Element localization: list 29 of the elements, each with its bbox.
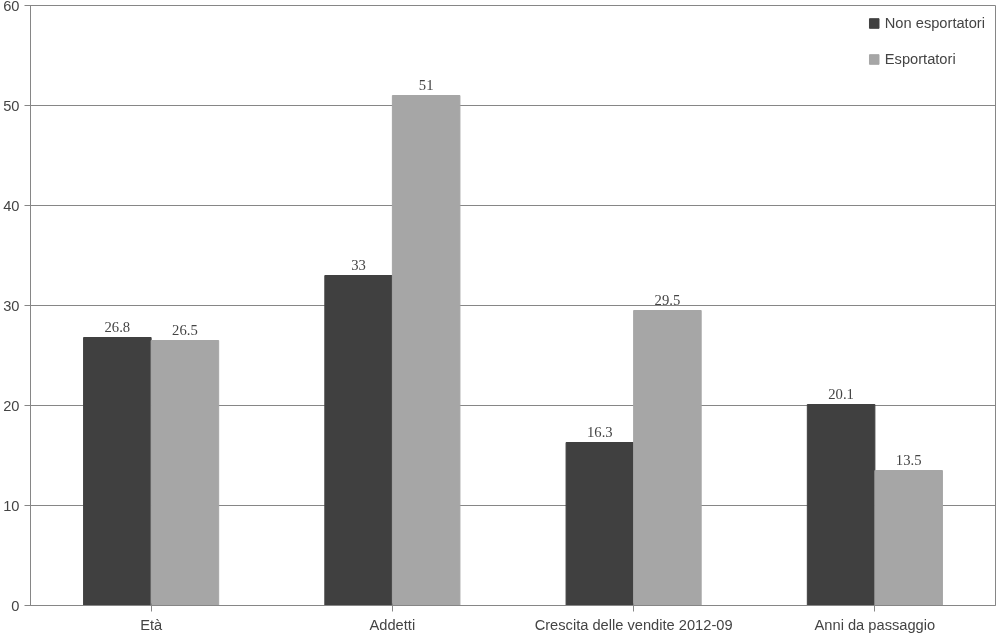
x-tick-label: Crescita delle vendite 2012-09 <box>534 616 733 633</box>
data-label: 26.5 <box>172 321 198 338</box>
y-tick-label: 50 <box>3 97 20 114</box>
bar <box>565 442 635 606</box>
y-tick-label: 10 <box>3 497 20 514</box>
legend-label: Esportatori <box>884 51 956 67</box>
bar <box>324 275 393 606</box>
y-tick-label: 30 <box>3 297 20 314</box>
x-tick-label: Anni da passaggio <box>814 616 936 633</box>
x-tick-label: Addetti <box>369 616 416 633</box>
bar <box>874 470 943 606</box>
bar <box>150 340 220 606</box>
data-label: 16.3 <box>587 423 613 440</box>
y-tick-label: 0 <box>11 597 20 614</box>
data-label: 26.8 <box>104 318 131 335</box>
data-label: 33 <box>351 256 366 273</box>
bar <box>806 404 876 606</box>
data-label: 51 <box>418 76 434 93</box>
data-label: 20.1 <box>828 385 854 402</box>
bar <box>83 337 152 606</box>
data-label: 29.5 <box>654 291 681 308</box>
x-tick-label: Età <box>140 616 163 633</box>
y-tick-label: 40 <box>3 197 20 214</box>
bar <box>633 310 702 606</box>
y-tick-label: 20 <box>3 397 20 414</box>
y-tick-label: 60 <box>3 0 20 14</box>
bar <box>391 95 461 606</box>
data-label: 13.5 <box>895 451 922 468</box>
legend-label: Non esportatori <box>884 15 985 31</box>
